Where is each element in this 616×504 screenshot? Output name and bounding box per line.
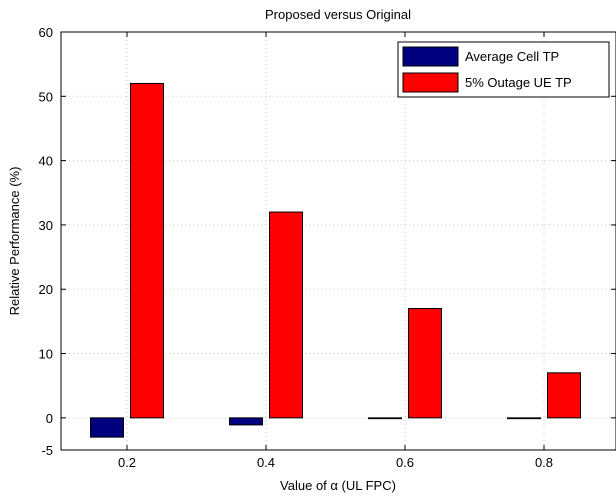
y-tick-label: 10 <box>39 347 53 362</box>
x-tick-label: 0.2 <box>118 455 136 470</box>
bar-5pct-outage-ue-tp <box>547 372 581 419</box>
tick-layer: -5 0 10 20 30 40 50 60 0.2 0.4 0.6 0.8 <box>39 25 616 470</box>
legend-swatch-average-cell-tp <box>402 46 459 67</box>
legend-label-5pct-outage-ue-tp: 5% Outage UE TP <box>465 75 572 90</box>
y-tick-label: -5 <box>41 443 53 458</box>
y-tick-label: 40 <box>39 154 53 169</box>
bar-average-cell-tp <box>368 417 402 420</box>
bar-average-cell-tp <box>507 417 541 420</box>
plot-frame <box>60 31 616 451</box>
bar-average-cell-tp <box>90 417 124 438</box>
x-axis-label: Value of α (UL FPC) <box>280 478 396 493</box>
y-axis-label: Relative Performance (%) <box>7 167 22 316</box>
y-tick-label: 20 <box>39 282 53 297</box>
x-tick-label: 0.6 <box>396 455 414 470</box>
x-tick-label: 0.4 <box>257 455 275 470</box>
bar-5pct-outage-ue-tp <box>269 211 303 419</box>
legend-label-average-cell-tp: Average Cell TP <box>465 49 559 64</box>
chart-title: Proposed versus Original <box>265 7 411 22</box>
bar-layer <box>90 82 581 438</box>
bar-5pct-outage-ue-tp <box>408 308 442 419</box>
y-tick-label: 50 <box>39 89 53 104</box>
bar-5pct-outage-ue-tp <box>130 82 164 419</box>
y-tick-label: 30 <box>39 218 53 233</box>
y-tick-label: 0 <box>46 411 53 426</box>
legend: Average Cell TP 5% Outage UE TP <box>397 41 610 98</box>
legend-swatch-5pct-outage-ue-tp <box>402 72 459 93</box>
y-tick-label: 60 <box>39 25 53 40</box>
bar-average-cell-tp <box>229 417 263 426</box>
x-tick-label: 0.8 <box>535 455 553 470</box>
